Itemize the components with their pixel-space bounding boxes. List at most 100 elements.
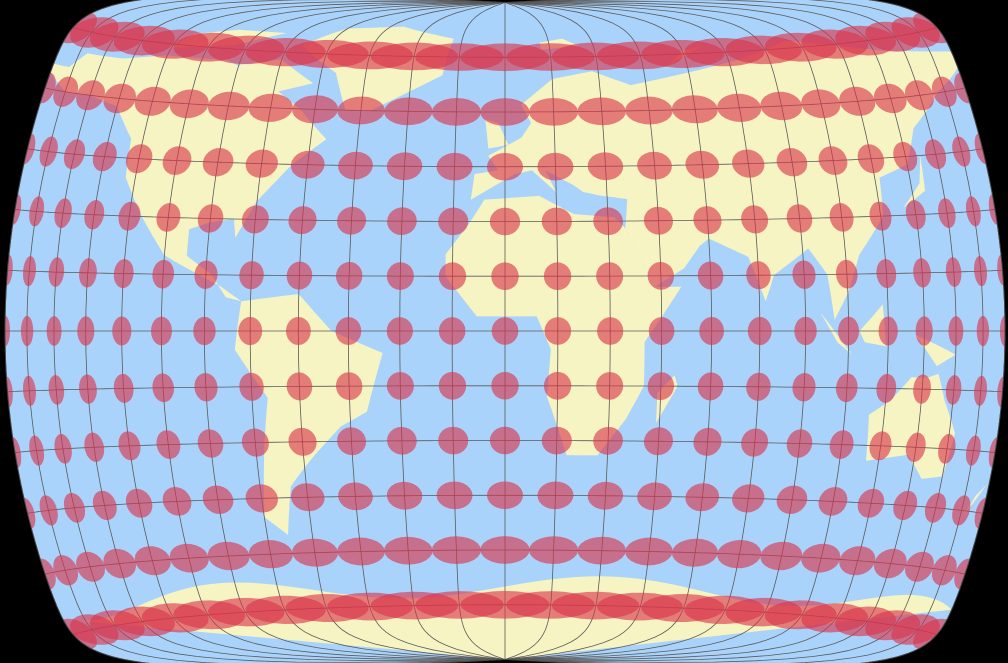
tissot-ellipse	[337, 206, 367, 235]
tissot-ellipse	[741, 428, 769, 457]
tissot-ellipse	[77, 316, 95, 346]
tissot-ellipse	[924, 492, 947, 523]
tissot-ellipse	[760, 91, 803, 121]
tissot-ellipse	[932, 76, 957, 107]
tissot-ellipse	[857, 144, 885, 174]
tissot-ellipse	[717, 540, 762, 569]
tissot-ellipse	[697, 261, 724, 290]
tissot-ellipse	[431, 98, 481, 126]
tissot-ellipse	[905, 80, 934, 111]
tissot-ellipse	[207, 541, 250, 571]
tissot-ellipse	[480, 536, 530, 564]
tissot-ellipse	[193, 316, 216, 346]
tissot-ellipse	[839, 86, 876, 116]
tissot-ellipse	[76, 80, 105, 111]
tissot-ellipse	[162, 487, 192, 516]
tissot-ellipse	[245, 149, 278, 178]
tissot-ellipse	[436, 152, 473, 181]
tissot-ellipse	[480, 98, 530, 126]
tissot-ellipse	[438, 262, 467, 291]
tissot-ellipse	[292, 538, 338, 567]
tissot-ellipse	[151, 316, 172, 346]
tissot-ellipse	[938, 433, 956, 464]
tissot-ellipse	[786, 429, 813, 458]
tissot-ellipse	[245, 484, 278, 513]
tissot-ellipse	[489, 426, 521, 455]
tissot-ellipse	[431, 536, 481, 564]
tissot-ellipse	[988, 437, 998, 468]
tissot-ellipse	[486, 481, 524, 510]
tissot-ellipse	[760, 541, 803, 571]
tissot-ellipse	[965, 435, 981, 466]
tissot-ellipse	[997, 254, 1004, 286]
tissot-ellipse	[63, 492, 86, 523]
tissot-ellipse	[537, 481, 574, 510]
tissot-ellipse	[152, 373, 174, 403]
tissot-ellipse	[643, 427, 673, 456]
tissot-ellipse	[384, 97, 433, 126]
tissot-ellipse	[732, 149, 765, 178]
tissot-ellipse	[801, 89, 841, 119]
tissot-ellipse	[577, 97, 626, 126]
tissot-ellipse	[12, 194, 22, 225]
tissot-ellipse	[48, 257, 65, 287]
tissot-ellipse	[997, 376, 1004, 408]
tissot-ellipse	[954, 558, 970, 590]
tissot-ellipse	[544, 317, 572, 345]
tissot-ellipse	[337, 537, 385, 566]
tissot-ellipse	[337, 96, 385, 125]
tissot-ellipse	[543, 371, 572, 400]
tissot-ellipse	[103, 548, 137, 579]
tissot-ellipse	[577, 536, 626, 565]
tissot-ellipse	[541, 426, 572, 455]
tissot-ellipse	[438, 317, 466, 345]
tissot-ellipse	[241, 205, 269, 234]
tissot-ellipse	[491, 317, 519, 345]
tissot-ellipse	[486, 152, 524, 181]
tissot-ellipse	[23, 497, 36, 529]
tissot-ellipse	[76, 551, 105, 582]
tissot-ellipse	[776, 485, 808, 514]
tissot-ellipse	[197, 429, 224, 458]
tissot-ellipse	[134, 546, 171, 576]
land-japan	[903, 155, 926, 208]
tissot-ellipse	[40, 72, 56, 104]
tissot-ellipse	[974, 133, 987, 165]
tissot-ellipse	[92, 141, 117, 172]
tissot-ellipse	[79, 374, 97, 404]
tissot-ellipse	[529, 98, 579, 126]
tissot-ellipse	[905, 432, 926, 462]
tissot-ellipse	[596, 262, 624, 290]
tissot-ellipse	[489, 207, 521, 236]
tissot-ellipse	[23, 256, 36, 287]
tissot-ellipse	[732, 484, 765, 513]
tissot-ellipse	[685, 150, 720, 179]
tissot-ellipse	[801, 543, 841, 573]
tissot-ellipse	[597, 317, 624, 345]
tissot-ellipse	[169, 543, 209, 573]
tissot-ellipse	[6, 376, 13, 408]
tissot-ellipse	[869, 431, 892, 461]
tissot-ellipse	[913, 374, 931, 404]
tissot-ellipse	[878, 316, 898, 346]
tissot-ellipse	[152, 259, 174, 289]
tissot-ellipse	[290, 483, 325, 512]
tissot-ellipse	[239, 372, 264, 401]
tissot-ellipse	[286, 261, 313, 290]
land-uk	[485, 119, 509, 149]
tissot-ellipse	[637, 482, 672, 511]
tissot-ellipse	[776, 148, 808, 177]
tissot-ellipse	[893, 141, 918, 172]
tissot-ellipse	[156, 203, 181, 232]
tissot-ellipse	[238, 316, 263, 346]
tissot-ellipse	[794, 316, 817, 346]
tissot-ellipse	[387, 207, 417, 236]
tissot-ellipse	[335, 317, 362, 345]
tissot-ellipse	[288, 206, 317, 235]
tissot-ellipse	[876, 259, 897, 289]
tissot-ellipse	[23, 375, 36, 406]
tissot-ellipse	[103, 83, 137, 114]
tissot-ellipse	[924, 139, 947, 170]
tissot-ellipse	[741, 205, 769, 234]
tissot-ellipse	[125, 488, 153, 518]
